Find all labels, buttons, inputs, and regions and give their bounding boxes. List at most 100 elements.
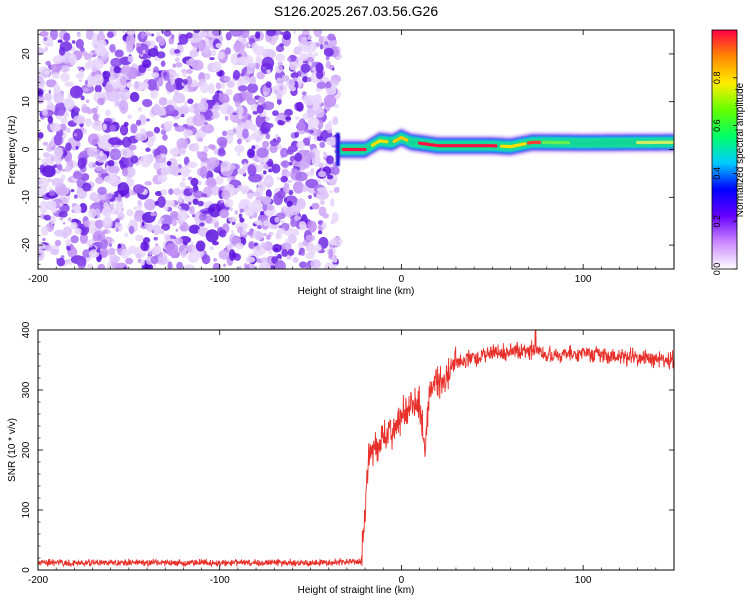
noise-speck [201,193,208,198]
noise-speck [95,152,108,163]
noise-speck [308,129,314,134]
noise-speck [305,263,311,269]
noise-speck [104,83,114,93]
noise-speck [106,193,113,199]
noise-speck [189,49,199,58]
noise-speck [168,188,174,195]
noise-speck [299,261,308,269]
noise-speck [293,181,304,194]
noise-speck [185,59,192,66]
noise-speck [319,43,324,50]
noise-speck [277,119,283,126]
noise-speck [281,160,290,168]
noise-speck [225,88,233,96]
noise-speck [255,31,261,39]
signal-band-layer [335,127,674,167]
noise-speck [251,42,259,52]
noise-speck [192,198,199,205]
noise-speck [255,62,260,70]
colorbar-label: Normalized spectral amplitude [735,82,746,217]
noise-speck [275,77,285,85]
snr-axes: -200 -100 0 100 0 100 200 300 400 [21,321,675,586]
noise-speck [246,62,255,75]
snr-ytick-label: 400 [21,321,32,338]
noise-speck [48,90,51,94]
noise-speck [88,244,93,248]
noise-speck [294,131,300,138]
noise-speck [239,208,244,213]
noise-speck [135,253,142,259]
noise-speck [116,195,123,202]
noise-speck [314,243,322,252]
noise-speck [328,248,334,258]
noise-speck [216,136,228,146]
noise-speck [172,92,186,104]
noise-speck [218,51,225,60]
snr-frame [37,329,675,571]
noise-speck [307,34,312,41]
noise-speck [302,76,309,83]
noise-speck [294,152,303,162]
noise-speck [296,141,305,149]
noise-speck [163,120,173,130]
noise-speck [293,30,297,35]
noise-speck [192,226,198,233]
noise-speck [213,64,218,69]
noise-speck [53,133,63,146]
noise-speck [132,184,145,194]
noise-speck [151,33,154,37]
noise-speck [179,168,184,173]
noise-speck [220,199,224,204]
noise-speck [204,215,213,224]
noise-speck [76,255,87,267]
noise-speck [286,200,293,208]
noise-speck [101,206,112,218]
noise-speck [330,178,337,186]
noise-speck [160,217,165,221]
noise-speck [207,203,222,218]
noise-speck [66,187,70,192]
noise-speck [215,82,222,90]
noise-speck [215,43,223,49]
noise-speck [225,32,232,41]
noise-speck [250,133,258,141]
noise-speck [140,31,145,39]
noise-speck [191,148,195,152]
noise-speck [253,144,260,150]
noise-speck [120,147,133,158]
noise-speck [200,82,210,94]
noise-speck [65,239,72,247]
noise-speck [85,75,94,88]
noise-speck [244,30,249,34]
noise-speck [130,123,138,134]
noise-speck [66,246,71,251]
noise-speck [318,35,324,44]
noise-speck [80,95,85,101]
noise-speck [298,220,307,231]
noise-speck [326,174,334,180]
noise-speck [84,61,92,70]
noise-speck [300,36,308,45]
noise-speck [38,88,44,96]
noise-speck [177,195,183,203]
noise-speck [48,189,56,196]
noise-speck [60,117,68,124]
noise-speck [213,147,219,155]
noise-speck [319,141,326,149]
noise-speck [151,72,160,78]
noise-speck [229,30,244,37]
noise-speck [146,118,150,122]
noise-speck [70,235,79,244]
noise-speck [236,56,249,64]
noise-speck [142,121,146,126]
noise-speck [238,266,242,269]
signal-ridge-core [499,142,527,149]
noise-speck [42,152,50,158]
noise-speck [140,259,145,266]
noise-speck [113,66,121,74]
noise-speck [304,40,317,54]
noise-speck [240,199,248,208]
noise-speck [42,165,56,178]
colorbar-ticks: 0.0 0.2 0.4 0.6 0.8 [712,72,737,275]
noise-speck [113,81,120,90]
